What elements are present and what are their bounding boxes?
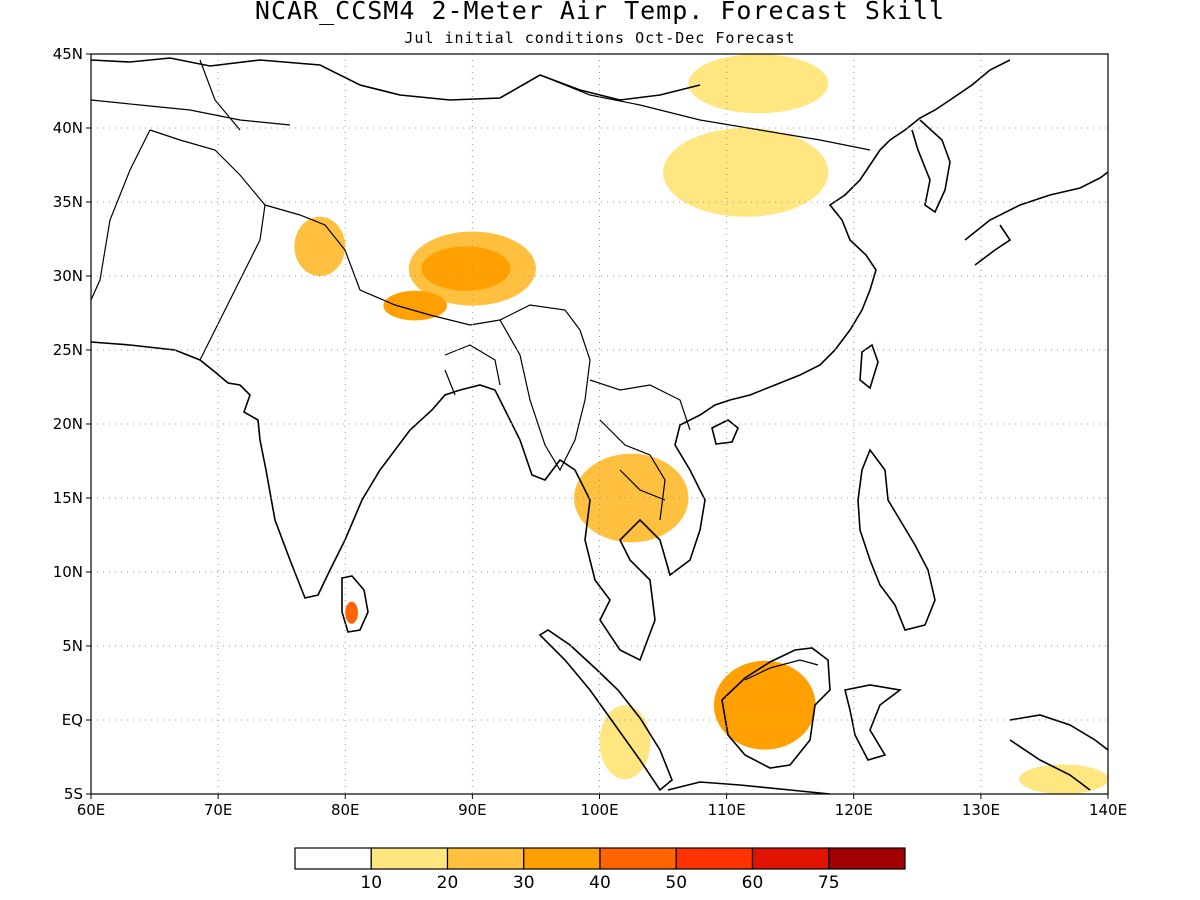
x-tick-label: 60E <box>77 801 106 819</box>
coastline-layer <box>91 57 1108 794</box>
border-central-asia <box>91 59 291 131</box>
coastline-philippines <box>857 448 936 631</box>
colorbar-swatch <box>523 847 601 870</box>
x-tick-label: 130E <box>962 801 1000 819</box>
border-indochina <box>589 379 691 521</box>
colorbar-swatch <box>675 847 754 870</box>
x-tick-label: 110E <box>708 801 746 819</box>
skill-region-5 <box>688 54 829 114</box>
colorbar-label: 75 <box>818 873 840 893</box>
colorbar-swatch <box>446 847 525 870</box>
coastline-mainland <box>91 59 1011 662</box>
colorbar-swatch <box>599 847 677 870</box>
coastline-taiwan <box>859 343 879 390</box>
skill-region-9 <box>345 601 358 624</box>
border-afghanistan <box>91 129 266 301</box>
y-tick-label: 25N <box>53 341 83 359</box>
x-tick-label: 100E <box>580 801 618 819</box>
colorbar-label: 20 <box>437 873 459 893</box>
border-layer <box>91 59 871 681</box>
x-tick-label: 140E <box>1089 801 1127 819</box>
coastline-borneo <box>721 647 831 769</box>
x-tick-label: 70E <box>204 801 233 819</box>
border-china-mongolia <box>539 74 871 151</box>
colorbar-swatch <box>751 847 830 870</box>
y-tick-label: 10N <box>53 563 83 581</box>
border-myanmar <box>499 319 591 472</box>
x-tick-label: 80E <box>331 801 360 819</box>
colorbar-swatch <box>294 847 372 870</box>
y-tick-label: 15N <box>53 489 83 507</box>
coastline-sri-lanka <box>341 575 369 633</box>
coastline-java <box>667 781 831 794</box>
y-tick-label: 40N <box>53 119 83 137</box>
y-tick-label: EQ <box>62 711 83 729</box>
y-tick-label: 5N <box>62 637 83 655</box>
colorbar-label: 40 <box>589 873 611 893</box>
colorbar: 10 20 30 40 50 60 75 <box>294 847 906 893</box>
x-tick-label: 90E <box>458 801 487 819</box>
skill-region-3 <box>294 216 346 276</box>
y-tick-label: 30N <box>53 267 83 285</box>
axis-layer: 60E 70E 80E 90E 100E 110E 120E 130E 140E 5S EQ 5N 10… <box>53 45 1127 819</box>
grid-layer <box>91 54 1108 794</box>
skill-region-2 <box>383 290 447 321</box>
skill-region-10 <box>1019 764 1108 794</box>
coastline-korea <box>911 119 951 214</box>
x-tick-label: 120E <box>835 801 873 819</box>
border-malaysia-borneo <box>744 659 819 681</box>
colorbar-label: 60 <box>742 873 764 893</box>
colorbar-label: 30 <box>513 873 535 893</box>
y-tick-label: 35N <box>53 193 83 211</box>
colorbar-label: 10 <box>360 873 382 893</box>
chart-title: NCAR_CCSM4 2-Meter Air Temp. Forecast Sk… <box>254 0 946 25</box>
skill-region-8 <box>599 705 651 780</box>
y-tick-label: 45N <box>53 45 83 63</box>
coastline-north-border <box>91 57 701 101</box>
coastline-new-guinea <box>1009 714 1108 791</box>
y-tick-label: 20N <box>53 415 83 433</box>
colorbar-swatch <box>370 847 449 870</box>
skill-region-4 <box>663 127 829 217</box>
coastline-japan <box>964 171 1108 266</box>
border-pakistan-india <box>199 204 266 361</box>
colorbar-label: 50 <box>665 873 687 893</box>
coastline-hainan <box>711 419 739 445</box>
coastline-sumatra <box>538 629 673 792</box>
skill-region-1 <box>421 246 511 291</box>
border-india-tibet <box>264 204 581 331</box>
y-tick-label: 5S <box>64 785 83 803</box>
colorbar-swatch <box>828 847 906 870</box>
chart-subtitle: Jul initial conditions Oct-Dec Forecast <box>404 29 796 47</box>
coastline-sulawesi <box>844 684 902 761</box>
